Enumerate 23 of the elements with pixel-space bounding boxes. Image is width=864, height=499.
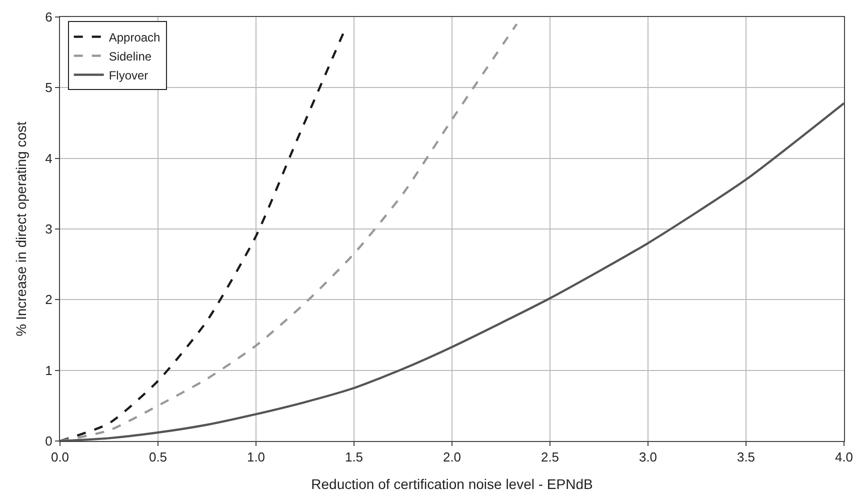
y-tick-label: 6 — [45, 10, 52, 25]
legend-label: Approach — [108, 30, 160, 44]
x-tick-label: 0.5 — [148, 450, 168, 465]
y-tick-label: 1 — [45, 362, 52, 378]
x-tick-label: 1.5 — [344, 450, 364, 465]
line-series — [60, 102, 844, 441]
x-tick-label: 1.0 — [246, 450, 266, 465]
x-tick-label: 3.5 — [736, 450, 756, 465]
y-tick-label: 0 — [45, 434, 52, 449]
line-series — [60, 22, 518, 441]
legend-label: Sideline — [108, 49, 152, 64]
x-tick-label: 3.0 — [638, 450, 658, 465]
y-tick-label: 4 — [45, 150, 52, 166]
x-tick-label: 2.0 — [442, 450, 462, 465]
x-axis-title: Reduction of certification noise level - EPNdB — [311, 476, 593, 492]
x-tick-label: 4.0 — [834, 450, 854, 465]
legend-label: Flyover — [108, 68, 148, 82]
y-tick-label: 5 — [45, 80, 52, 96]
x-tick-label: 0.0 — [50, 450, 70, 465]
y-tick-label: 2 — [45, 292, 52, 308]
y-axis-title: % Increase in direct operating cost — [12, 122, 29, 336]
x-tick-label: 2.5 — [540, 450, 560, 465]
y-tick-label: 3 — [45, 222, 52, 237]
